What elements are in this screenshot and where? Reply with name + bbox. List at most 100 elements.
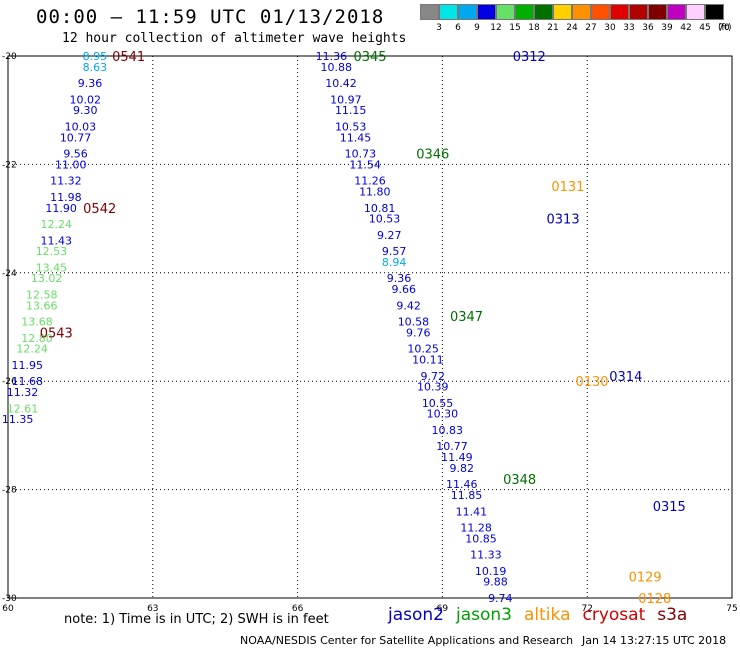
wave-height-value: 12.53 bbox=[36, 245, 68, 258]
footnote: note: 1) Time is in UTC; 2) SWH is in fe… bbox=[64, 612, 329, 627]
wave-height-value: 10.11 bbox=[412, 354, 444, 367]
wave-height-value: 10.25 bbox=[407, 343, 439, 356]
wave-height-value: 10.53 bbox=[335, 120, 367, 133]
wave-height-value: 9.82 bbox=[449, 462, 474, 475]
wave-height-value: 9.42 bbox=[396, 299, 421, 312]
pass-number-label: 0128 bbox=[638, 592, 671, 607]
pass-number-label: 0313 bbox=[547, 213, 580, 228]
color-scale-labels: 3 6 9 12 15 18 21 24 27 30 33 36 39 42 45 70 (ft) bbox=[420, 23, 740, 35]
wave-height-value: 13.02 bbox=[31, 272, 63, 285]
color-scale-label: 12 bbox=[490, 23, 502, 33]
legend: jason2 jason3 altika cryosat s3a bbox=[388, 605, 699, 625]
x-tick-label: 75 bbox=[726, 604, 737, 614]
color-scale-label: 18 bbox=[528, 23, 540, 33]
wave-height-value: 9.72 bbox=[420, 370, 445, 383]
wave-height-value: 10.81 bbox=[364, 202, 396, 215]
color-scale-cell bbox=[667, 4, 686, 20]
wave-height-value: 10.83 bbox=[431, 424, 463, 437]
wave-height-value: 11.32 bbox=[7, 386, 39, 399]
wave-height-value: 9.30 bbox=[73, 104, 98, 117]
x-tick-label: 72 bbox=[581, 604, 592, 614]
chart-subtitle: 12 hour collection of altimeter wave hei… bbox=[62, 31, 407, 46]
color-scale-label: 9 bbox=[474, 23, 480, 33]
color-scale-cell bbox=[496, 4, 515, 20]
color-scale-cell bbox=[515, 4, 534, 20]
color-scale-cell bbox=[648, 4, 667, 20]
pass-number-label: 0348 bbox=[503, 473, 536, 488]
pass-number-label: 0346 bbox=[416, 148, 449, 163]
pass-number-label: 0312 bbox=[513, 50, 546, 65]
wave-height-value: 9.74 bbox=[488, 592, 513, 605]
wave-height-value: 10.77 bbox=[60, 131, 92, 144]
wave-height-value: 11.95 bbox=[12, 359, 44, 372]
pass-number-label: 0543 bbox=[40, 326, 73, 341]
wave-height-value: 9.66 bbox=[392, 283, 417, 296]
color-scale-label: 42 bbox=[680, 23, 692, 33]
wave-height-value: 10.88 bbox=[320, 61, 352, 74]
color-scale-label: 33 bbox=[623, 23, 635, 33]
wave-height-value: 9.36 bbox=[387, 272, 412, 285]
color-scale-cell bbox=[420, 4, 439, 20]
color-scale-label: 70 bbox=[718, 23, 730, 33]
wave-height-value: 10.85 bbox=[465, 532, 497, 545]
wave-height-value: 8.95 bbox=[83, 50, 108, 63]
wave-height-value: 10.53 bbox=[369, 213, 401, 226]
color-scale-label: 15 bbox=[509, 23, 521, 33]
legend-item: s3a bbox=[657, 605, 688, 625]
wave-height-value: 10.39 bbox=[417, 381, 449, 394]
color-scale-cell bbox=[686, 4, 705, 20]
wave-height-value: 10.58 bbox=[398, 316, 430, 329]
color-scale-unit: (ft) bbox=[718, 23, 732, 33]
wave-height-value: 11.28 bbox=[460, 522, 492, 535]
x-tick-label: 63 bbox=[147, 604, 158, 614]
wave-height-value: 11.26 bbox=[354, 175, 386, 188]
legend-item: altika bbox=[524, 605, 571, 625]
wave-height-value: 12.24 bbox=[41, 218, 73, 231]
color-scale-label: 27 bbox=[585, 23, 597, 33]
wave-height-value: 10.03 bbox=[65, 120, 97, 133]
wave-height-value: 10.77 bbox=[436, 440, 468, 453]
wave-height-value: 11.36 bbox=[316, 50, 348, 63]
color-scale-bar bbox=[420, 4, 724, 20]
pass-number-label: 0541 bbox=[112, 50, 145, 65]
color-scale-label: 21 bbox=[547, 23, 559, 33]
wave-height-value: 13.66 bbox=[26, 299, 58, 312]
wave-height-value: 10.42 bbox=[325, 77, 357, 90]
x-tick-label: 69 bbox=[437, 604, 449, 614]
wave-height-value: 11.90 bbox=[45, 202, 77, 215]
wave-height-value: 11.35 bbox=[2, 413, 34, 426]
pass-number-label: 0347 bbox=[450, 310, 483, 325]
wave-height-value: 12.24 bbox=[16, 343, 48, 356]
wave-height-value: 9.76 bbox=[406, 326, 431, 339]
wave-height-value: 8.63 bbox=[83, 61, 108, 74]
color-scale-label: 39 bbox=[661, 23, 673, 33]
color-scale-cell bbox=[439, 4, 458, 20]
wave-height-value: 10.73 bbox=[345, 148, 377, 161]
wave-height-value: 11.85 bbox=[451, 489, 483, 502]
wave-height-value: 11.45 bbox=[340, 131, 372, 144]
color-scale-label: 30 bbox=[604, 23, 616, 33]
pass-number-label: 0345 bbox=[353, 50, 386, 65]
wave-height-value: 9.27 bbox=[377, 229, 402, 242]
color-scale-cell bbox=[477, 4, 496, 20]
legend-item: cryosat bbox=[582, 605, 646, 625]
pass-number-label: 0314 bbox=[609, 370, 642, 385]
legend-item: jason3 bbox=[456, 605, 512, 625]
y-tick-label: -30 bbox=[2, 594, 17, 604]
x-tick-label: 60 bbox=[2, 604, 14, 614]
wave-height-value: 13.45 bbox=[36, 261, 68, 274]
wave-height-value: 11.46 bbox=[446, 478, 478, 491]
color-scale-cell bbox=[705, 4, 724, 20]
chart-title: 00:00 – 11:59 UTC 01/13/2018 bbox=[36, 6, 385, 28]
wave-height-value: 11.15 bbox=[335, 104, 367, 117]
y-tick-label: -24 bbox=[2, 269, 17, 279]
color-scale-label: 3 bbox=[436, 23, 442, 33]
wave-height-value: 11.54 bbox=[349, 158, 381, 171]
wave-height-value: 11.32 bbox=[50, 175, 82, 188]
plot-frame bbox=[7, 55, 733, 599]
wave-height-value: 12.61 bbox=[7, 402, 39, 415]
timestamp-text: Jan 14 13:27:15 UTC 2018 bbox=[582, 634, 727, 647]
x-tick-label: 66 bbox=[292, 604, 304, 614]
pass-number-label: 0542 bbox=[83, 202, 116, 217]
